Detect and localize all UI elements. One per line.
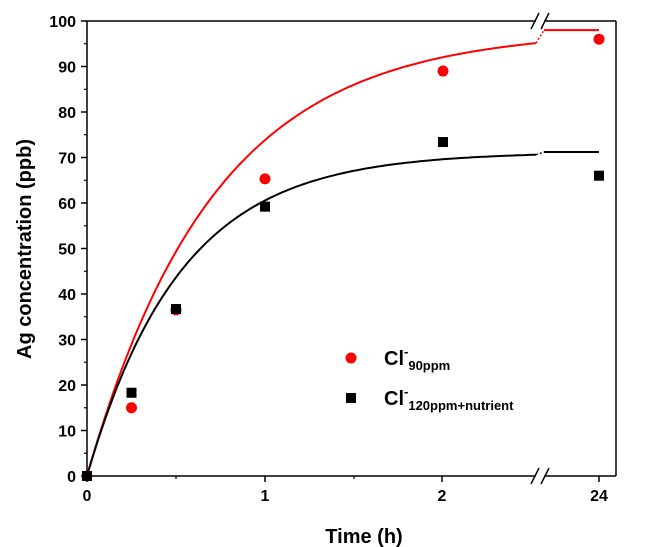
y-tick-label: 60 (58, 196, 76, 213)
fit-curves (86, 29, 599, 477)
x-tick-label: 2 (438, 488, 447, 505)
axis-break-mark-bottom (530, 467, 540, 485)
legend-marker-series-2 (346, 393, 356, 403)
axis-break-mark-top (540, 12, 550, 30)
y-tick-label: 70 (58, 151, 76, 168)
y-tick-label: 100 (49, 14, 76, 31)
x-tick-label: 1 (261, 488, 270, 505)
data-point-series-1 (259, 173, 271, 185)
x-axis-label: Time (h) (325, 526, 402, 547)
y-axis-label: Ag concentration (ppb) (14, 139, 36, 359)
fit-curve-series-2 (86, 153, 537, 477)
legend-marker-series-1 (345, 352, 357, 364)
fit-curve-break-connector (535, 151, 545, 156)
x-tick-label: 24 (590, 488, 608, 505)
axis-break-mark-top (530, 12, 540, 30)
data-markers (81, 33, 605, 482)
legend: Cl-90ppm Cl-120ppm+nutrient (345, 344, 514, 413)
legend-label-series-2: Cl-120ppm+nutrient (384, 384, 514, 413)
data-point-series-1 (593, 33, 605, 45)
axis-break-mark-bottom (540, 467, 550, 485)
data-point-series-2 (126, 387, 137, 398)
data-point-series-2 (82, 471, 92, 481)
y-tick-label: 40 (58, 287, 76, 304)
data-point-series-2 (594, 170, 604, 181)
y-tick-label: 90 (58, 60, 76, 77)
data-point-series-2 (438, 137, 448, 148)
y-tick-label: 30 (58, 333, 76, 350)
y-tick-label: 80 (58, 105, 76, 122)
ticks: 0 10 20 30 40 50 60 70 80 90 100 0 1 2 24 (49, 14, 608, 505)
data-point-series-1 (437, 65, 449, 77)
x-tick-label: 0 (83, 488, 92, 505)
data-point-series-2 (171, 304, 181, 315)
data-point-series-1 (126, 402, 137, 414)
axes (86, 12, 617, 485)
y-tick-label: 20 (58, 378, 76, 395)
legend-label-series-1: Cl-90ppm (384, 344, 450, 373)
data-point-series-2 (260, 201, 270, 212)
fit-curve-break-connector (535, 29, 545, 44)
fit-curve-series-1 (86, 42, 537, 477)
y-tick-label: 50 (58, 242, 76, 259)
y-tick-label: 10 (58, 424, 76, 441)
y-tick-label: 0 (67, 469, 76, 486)
